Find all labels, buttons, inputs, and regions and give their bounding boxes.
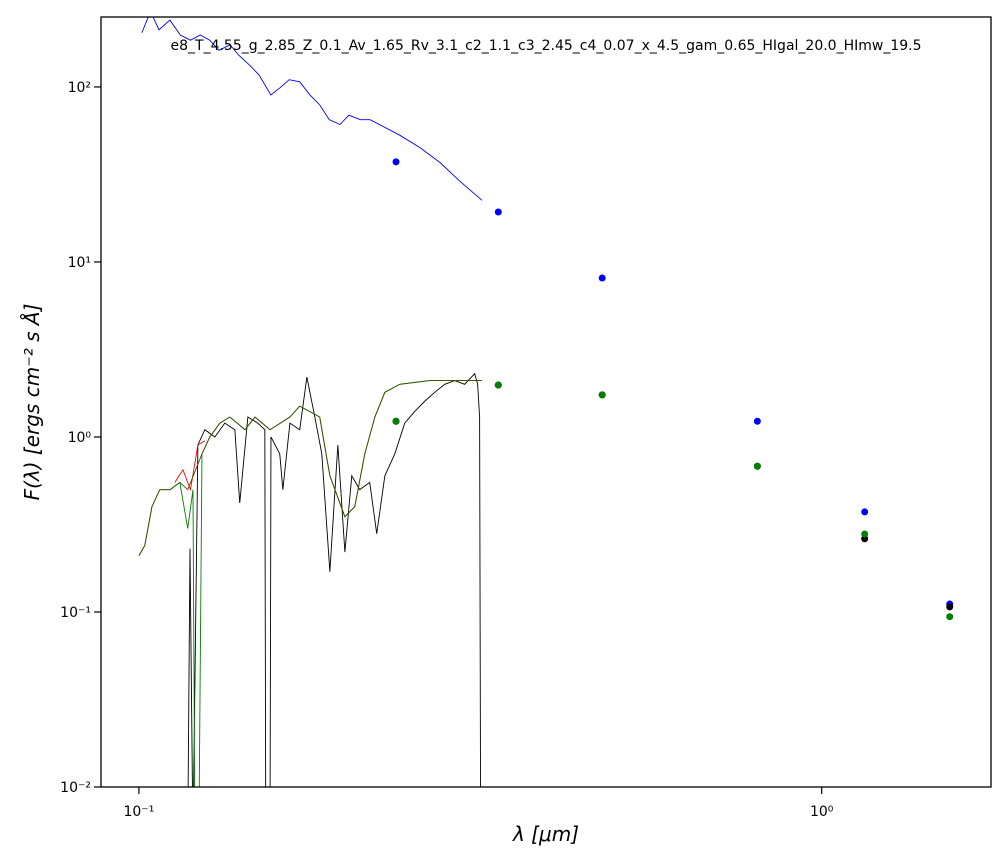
data-point xyxy=(861,530,869,538)
y-tick-label: 10⁻¹ xyxy=(60,605,91,621)
y-axis-label: F(λ) [ergs cm⁻² s Å] xyxy=(20,304,44,501)
data-point xyxy=(392,158,400,166)
data-point xyxy=(946,613,954,621)
spectrum-line xyxy=(187,372,481,787)
plot-frame xyxy=(100,16,992,788)
data-point xyxy=(598,274,606,282)
data-point xyxy=(753,462,761,470)
spectrum-line xyxy=(174,440,206,492)
spectrum-line xyxy=(141,17,483,201)
data-point xyxy=(861,508,869,516)
x-axis-label: λ [μm] xyxy=(512,822,579,846)
data-point xyxy=(946,603,954,611)
data-point xyxy=(494,208,502,216)
data-point xyxy=(753,417,761,425)
data-point xyxy=(392,417,400,425)
spectrum-line xyxy=(138,380,482,556)
x-tick-label: 10⁻¹ xyxy=(123,804,154,820)
y-tick-label: 10¹ xyxy=(68,255,91,271)
y-tick-label: 10⁰ xyxy=(68,430,92,446)
y-tick-label: 10² xyxy=(68,80,91,96)
data-point xyxy=(494,381,502,389)
data-point xyxy=(598,391,606,399)
plot-area xyxy=(138,17,954,787)
x-tick-label: 10⁰ xyxy=(810,804,834,820)
y-tick-label: 10⁻² xyxy=(60,780,91,796)
chart-title: e8_T_4.55_g_2.85_Z_0.1_Av_1.65_Rv_3.1_c2… xyxy=(171,38,922,54)
